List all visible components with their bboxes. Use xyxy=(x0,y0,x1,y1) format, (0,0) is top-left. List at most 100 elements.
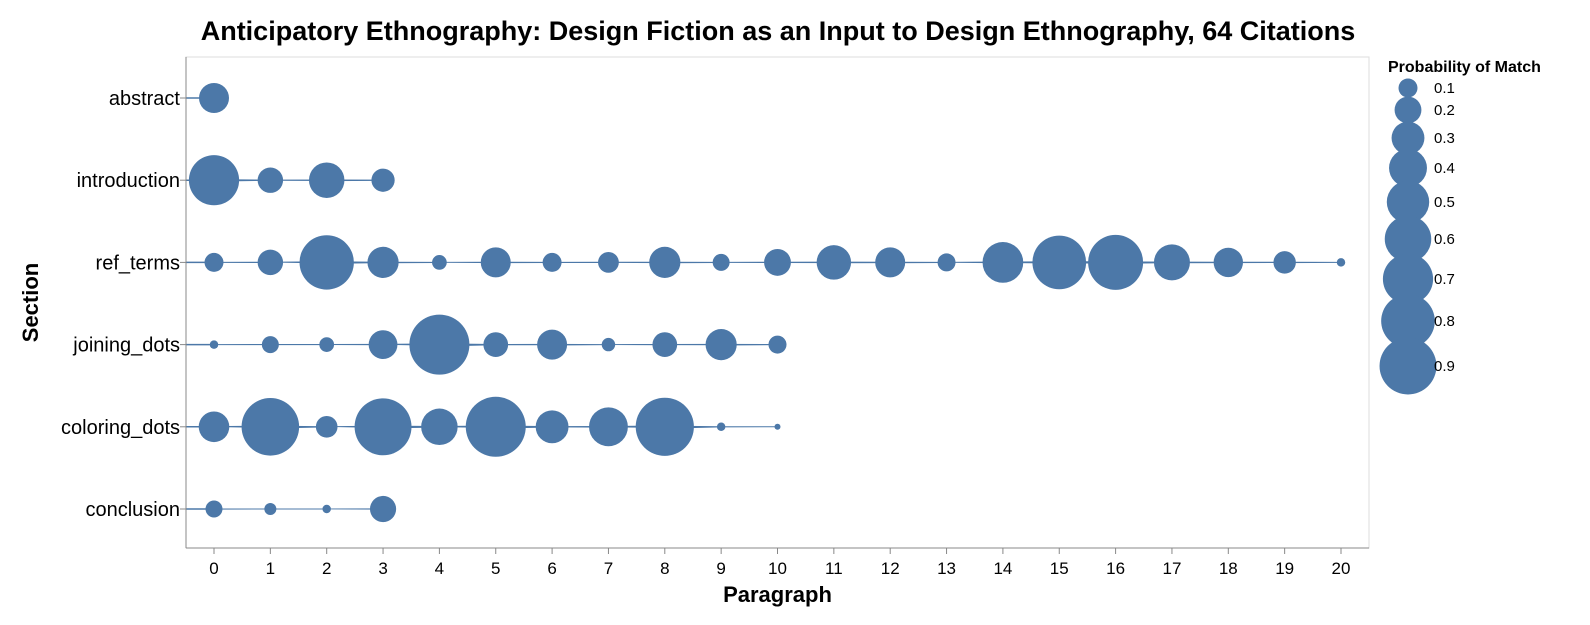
data-point xyxy=(542,252,562,272)
data-point xyxy=(188,155,240,206)
data-point xyxy=(264,503,277,515)
x-axis-title: Paragraph xyxy=(723,582,832,607)
series-line-segment xyxy=(721,261,778,264)
x-tick-label: 9 xyxy=(716,559,725,578)
legend-size-symbol xyxy=(1381,294,1435,348)
y-axis-ticks: abstract introduction ref_terms joining_dot… xyxy=(61,88,186,521)
legend-size-label: 0.2 xyxy=(1434,102,1455,119)
y-category-label: conclusion xyxy=(85,499,180,521)
legend-size-label: 0.1 xyxy=(1434,80,1455,97)
data-point xyxy=(535,410,569,444)
x-tick-label: 0 xyxy=(209,559,218,578)
legend-size-label: 0.4 xyxy=(1434,160,1455,177)
x-tick-label: 14 xyxy=(993,559,1012,578)
x-tick-label: 17 xyxy=(1162,559,1181,578)
legend-size-label: 0.3 xyxy=(1434,130,1455,147)
x-tick-label: 20 xyxy=(1332,559,1351,578)
data-point xyxy=(768,335,787,354)
series-line-segment xyxy=(214,344,271,346)
x-tick-label: 8 xyxy=(660,559,669,578)
data-point xyxy=(1336,258,1346,267)
series-line-segment xyxy=(1284,261,1341,264)
data-point xyxy=(937,253,956,272)
data-point xyxy=(354,398,412,456)
data-point xyxy=(589,407,628,447)
data-point xyxy=(299,235,354,290)
data-point xyxy=(409,314,470,375)
data-point xyxy=(649,246,681,278)
y-category-label: abstract xyxy=(109,88,181,110)
data-point xyxy=(537,329,568,360)
legend-size-symbol xyxy=(1386,180,1430,224)
data-point xyxy=(261,336,279,354)
data-point xyxy=(601,337,616,352)
data-point xyxy=(764,248,791,276)
data-point xyxy=(204,252,224,272)
legend-size-symbol xyxy=(1391,121,1425,155)
y-axis-title: Section xyxy=(18,263,43,342)
data-point xyxy=(205,500,223,518)
series-line-segment xyxy=(270,508,327,510)
data-point xyxy=(198,411,230,443)
x-tick-label: 19 xyxy=(1275,559,1294,578)
data-point xyxy=(598,252,619,273)
y-category-label: coloring_dots xyxy=(61,417,180,439)
data-point xyxy=(367,246,399,278)
series-lines xyxy=(186,97,1341,510)
legend-size-symbol xyxy=(1379,337,1437,395)
data-point xyxy=(483,332,509,357)
x-tick-label: 1 xyxy=(266,559,275,578)
legend-size-symbol xyxy=(1384,215,1432,263)
data-point xyxy=(369,495,397,523)
chart-title: Anticipatory Ethnography: Design Fiction… xyxy=(201,16,1356,46)
x-tick-label: 16 xyxy=(1106,559,1125,578)
legend-title: Probability of Match xyxy=(1388,59,1541,76)
data-point xyxy=(1153,244,1190,281)
series-line-segment xyxy=(608,343,665,346)
x-axis-ticks: 0 1 2 3 4 5 6 7 8 9 10 11 12 13 14 15 16 17 18 19 20 xyxy=(209,548,1350,578)
plot-frame xyxy=(185,56,1370,549)
series-line-segment xyxy=(326,508,384,510)
data-point xyxy=(368,330,398,359)
data-point xyxy=(1088,234,1144,290)
x-tick-label: 6 xyxy=(547,559,556,578)
series-line-segment xyxy=(721,426,778,428)
data-point xyxy=(257,249,284,276)
legend-size-label: 0.8 xyxy=(1434,313,1455,330)
data-point xyxy=(308,162,345,198)
data-point xyxy=(1273,251,1296,274)
data-points xyxy=(188,83,1346,523)
data-point xyxy=(209,340,219,349)
series-line-segment xyxy=(552,261,609,263)
x-tick-label: 13 xyxy=(937,559,956,578)
y-category-label: introduction xyxy=(77,170,180,192)
legend-size-symbol xyxy=(1389,149,1427,187)
x-tick-label: 5 xyxy=(491,559,500,578)
data-point xyxy=(319,337,335,352)
data-point xyxy=(257,167,284,193)
data-point xyxy=(480,247,511,278)
data-point xyxy=(652,332,678,357)
data-point xyxy=(465,396,526,457)
data-point xyxy=(241,398,300,456)
series-line-segment xyxy=(214,508,271,510)
legend-size-label: 0.6 xyxy=(1434,231,1455,248)
legend-size-label: 0.7 xyxy=(1434,271,1455,288)
legend-size-label: 0.5 xyxy=(1434,194,1455,211)
data-point xyxy=(712,253,730,271)
data-point xyxy=(774,423,781,430)
x-tick-label: 15 xyxy=(1050,559,1069,578)
data-point xyxy=(1032,235,1087,290)
data-point xyxy=(705,329,737,361)
data-point xyxy=(315,415,338,438)
x-tick-label: 7 xyxy=(604,559,613,578)
data-point xyxy=(421,408,458,446)
data-point xyxy=(1213,247,1244,278)
data-point xyxy=(322,504,331,514)
data-point xyxy=(371,168,395,192)
data-point xyxy=(875,247,906,278)
series-line-segment xyxy=(270,344,327,346)
y-category-label: joining_dots xyxy=(72,335,180,357)
x-tick-label: 11 xyxy=(825,559,843,578)
